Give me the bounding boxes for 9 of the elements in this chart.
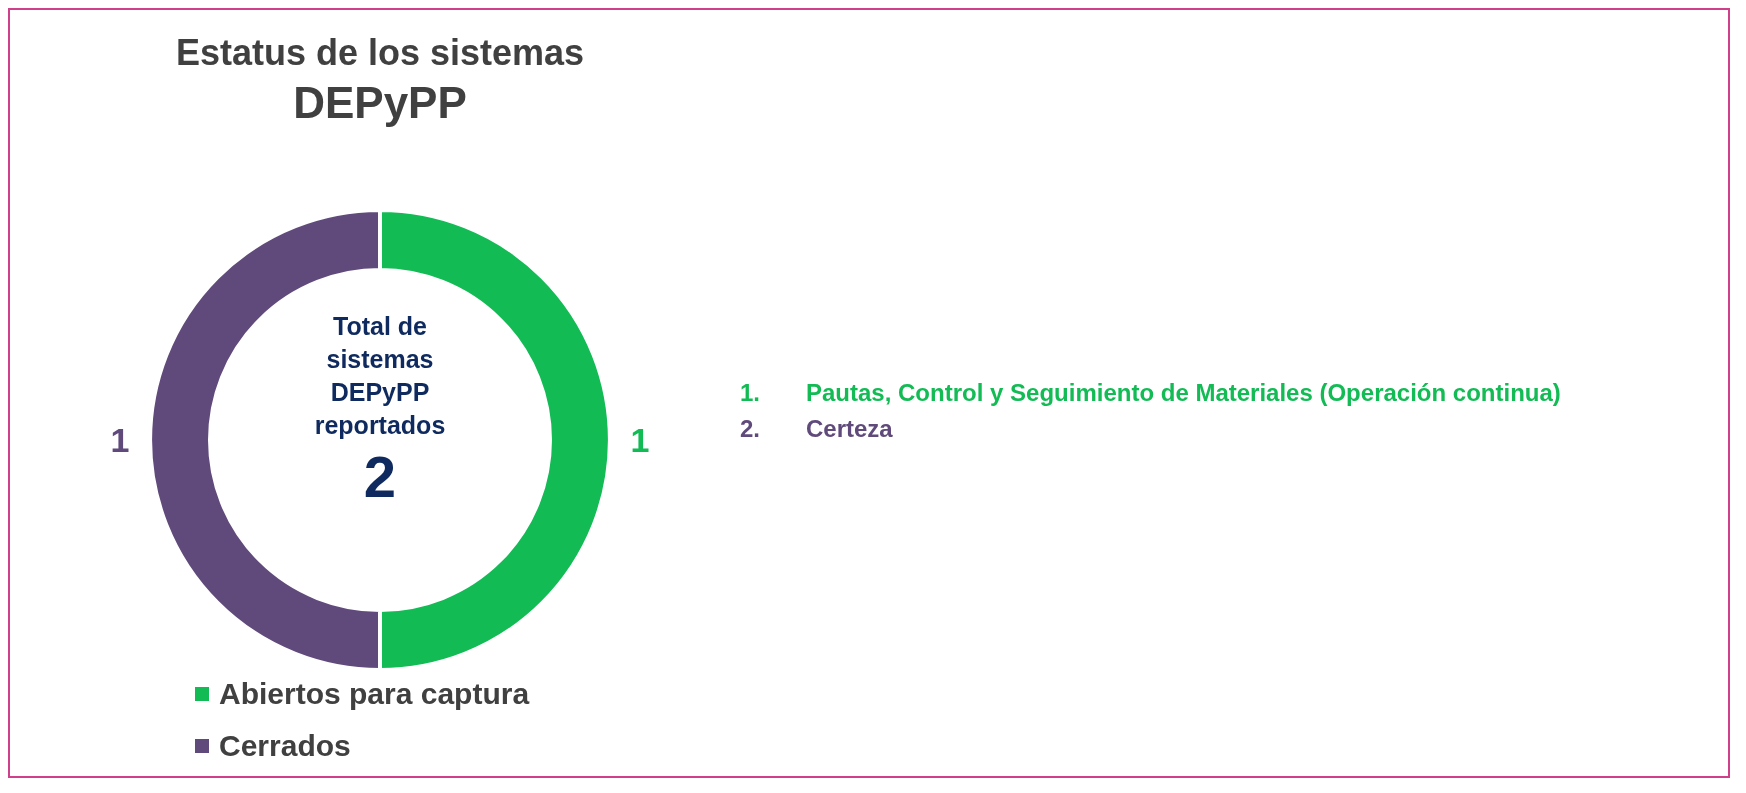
text: 1. Pautas, Control y Seguimiento de Materiales (Operación continua) [740,379,1561,406]
data-label: 1 [110,421,130,459]
data-label: 1 [630,421,650,459]
legend-label: Cerrados [219,728,351,764]
text: 2 [362,443,398,511]
text: 2. Certeza [740,415,893,442]
text: Total de sistemas DEPyPP reportados [313,311,447,441]
legend-label: Abiertos para captura [219,676,530,712]
chart-title: Estatus de los sistemas DEPyPP [174,31,586,129]
